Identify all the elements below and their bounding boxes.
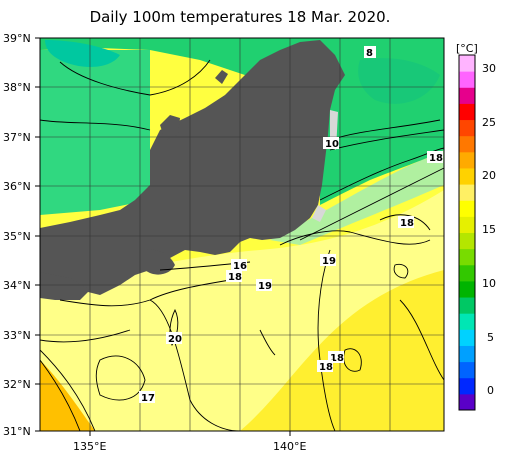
colorbar-tick-10: 10 [482, 277, 496, 290]
sea-teal-patch-2 [358, 58, 440, 104]
colorbar-swatch [459, 345, 475, 363]
colorbar-tick-20: 20 [482, 169, 496, 182]
colorbar-tick-15: 15 [482, 223, 496, 236]
lat-label-39: 39°N [3, 32, 31, 45]
lat-label-36: 36°N [3, 180, 31, 193]
land-honshu [40, 40, 345, 295]
axis-ticks [35, 37, 291, 436]
map-frame [39, 37, 445, 432]
colorbar-tick-5: 5 [487, 331, 494, 344]
colorbar-swatch [459, 264, 475, 282]
grid-lines [40, 38, 444, 431]
contour-label-8: 8 [366, 48, 373, 59]
colorbar-swatch [459, 393, 475, 411]
colorbar-swatch [459, 87, 475, 104]
land-noto-peninsula [160, 115, 180, 140]
contour-label-17: 17 [141, 393, 155, 404]
lat-label-38: 38°N [3, 81, 31, 94]
colorbar-swatch [459, 200, 475, 217]
contour-labels: 8 10 18 18 19 16 18 19 20 18 18 17 [139, 46, 443, 404]
colorbar-swatch [459, 297, 475, 314]
contour-label-10: 10 [325, 139, 339, 150]
colorbar-tick-30: 30 [482, 62, 496, 75]
contour-label-18-coast: 18 [228, 272, 242, 283]
contour-label-19-east: 19 [322, 256, 336, 267]
lat-label-31: 31°N [3, 425, 31, 438]
contour-label-16: 16 [233, 261, 247, 272]
colorbar-swatch [459, 151, 475, 169]
land-sado-island [215, 70, 228, 84]
sea-cold-region [40, 38, 444, 205]
lon-label-135: 135°E [73, 440, 106, 453]
colorbar-swatch [459, 280, 475, 298]
contour-label-19-coast: 19 [258, 281, 272, 292]
colorbar-tick-25: 25 [482, 116, 496, 129]
colorbar-frame [458, 54, 476, 411]
land-kii-peninsula [145, 249, 175, 275]
sea-cold-west [40, 50, 150, 215]
colorbar-swatch [459, 248, 475, 266]
colorbar-swatch [459, 184, 475, 201]
lat-label-32: 32°N [3, 378, 31, 391]
sea-transition-band [270, 150, 444, 245]
lat-label-34: 34°N [3, 279, 31, 292]
colorbar-swatch [459, 55, 475, 72]
contour-label-20: 20 [168, 334, 182, 345]
lon-label-140: 140°E [273, 440, 306, 453]
contour-label-18-south-b: 18 [319, 362, 333, 373]
contour-label-18-south-a: 18 [330, 353, 344, 364]
colorbar-swatch [459, 329, 475, 346]
colorbar-unit: [°C] [456, 42, 478, 55]
contour-label-18-mid: 18 [400, 218, 414, 229]
colorbar-swatch [459, 135, 475, 153]
map-title: Daily 100m temperatures 18 Mar. 2020. [89, 8, 391, 26]
colorbar-swatch [459, 313, 475, 330]
colorbar-swatch [459, 71, 475, 88]
lat-label-37: 37°N [3, 131, 31, 144]
colorbar-swatches [459, 55, 475, 411]
colorbar: [°C] 30 25 20 15 10 5 0 [456, 42, 496, 411]
colorbar-swatch [459, 232, 475, 250]
contour-label-18-east: 18 [429, 153, 443, 164]
colorbar-swatch [459, 103, 475, 121]
lat-label-35: 35°N [3, 230, 31, 243]
colorbar-swatch [459, 216, 475, 233]
contour-lines [40, 59, 444, 431]
sea-orange-corner [40, 360, 95, 431]
lat-label-33: 33°N [3, 329, 31, 342]
colorbar-swatch [459, 167, 475, 185]
sea-yellow-region [240, 270, 444, 431]
sea-teal-patch [45, 40, 120, 67]
land-shikoku [40, 272, 90, 300]
colorbar-swatch [459, 361, 475, 379]
colorbar-tick-0: 0 [487, 384, 494, 397]
colorbar-swatch [459, 119, 475, 137]
colorbar-swatch [459, 377, 475, 395]
